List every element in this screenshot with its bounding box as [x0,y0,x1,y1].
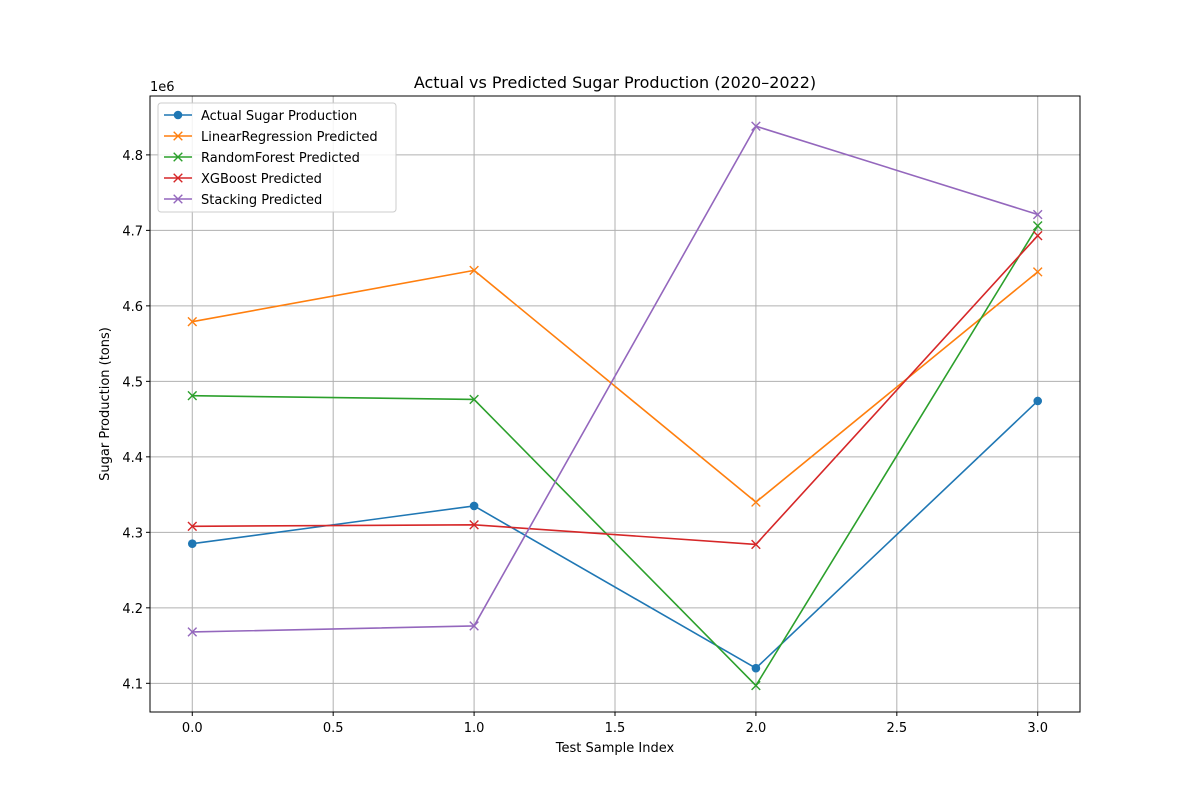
data-point [187,627,198,637]
legend-marker [173,173,183,183]
y-tick-label: 4.3 [122,526,143,541]
legend-label: RandomForest Predicted [201,151,360,166]
data-point [187,521,198,532]
legend-entry: XGBoost Predicted [164,172,322,187]
series-line [192,269,1039,503]
legend-marker [173,131,183,141]
legend-box [157,102,397,213]
y-tick-label: 4.7 [122,224,143,239]
series-3 [187,230,1043,550]
y-tick-label: 4.5 [122,375,143,390]
series-2 [187,221,1043,691]
chart-title: Actual vs Predicted Sugar Production (20… [414,73,816,92]
legend-items: Actual Sugar Production LinearRegression … [164,109,378,208]
data-point [751,663,761,673]
y-offset-label: 1e6 [150,80,175,95]
data-point [1032,221,1043,231]
legend-entry: RandomForest Predicted [164,151,360,166]
series-group [187,121,1043,691]
y-tick-label: 4.4 [122,451,143,466]
y-tick-label: 4.6 [122,300,143,315]
legend-marker [173,194,183,204]
series-line [192,225,1039,687]
legend-marker [173,152,183,162]
data-point [469,265,479,276]
series-1 [187,265,1043,507]
data-point [469,621,479,631]
data-point [1032,267,1043,277]
data-point [751,539,761,550]
y-axis-label: Sugar Production (tons) [98,327,113,481]
data-point [751,121,761,131]
series-line [192,125,1038,633]
x-tick-label: 1.5 [605,721,626,736]
series-line [192,235,1039,546]
x-tick-label: 0.0 [182,721,203,736]
x-tick-label: 3.0 [1027,721,1048,736]
data-point [1032,230,1043,241]
grid [150,96,1080,712]
data-point [751,497,761,507]
legend: Actual Sugar Production LinearRegression … [157,102,397,213]
data-point [187,316,198,327]
data-point [1033,396,1043,406]
legend-entry: Stacking Predicted [164,193,322,208]
legend-label: Actual Sugar Production [201,109,357,124]
data-point [469,394,479,405]
data-point [187,390,198,401]
y-tick-label: 4.8 [122,149,143,164]
legend-label: Stacking Predicted [201,193,322,208]
legend-marker [173,110,183,120]
legend-label: LinearRegression Predicted [201,130,378,145]
data-point [469,501,479,511]
data-point [187,539,197,548]
x-tick-label: 0.5 [323,721,344,736]
legend-entry: Actual Sugar Production [164,109,357,124]
y-tick-label: 4.2 [122,602,143,617]
axis-ticks: 0.0 0.5 1.0 1.5 2.0 2.5 3.0 4.1 4.2 4.3 4.4 4.5 4.6 4… [122,149,1048,736]
series-4 [187,121,1043,637]
x-tick-label: 1.0 [464,721,485,736]
data-point [1032,209,1043,220]
data-point [469,519,479,530]
legend-label: XGBoost Predicted [201,172,322,187]
data-point [751,680,761,691]
x-tick-label: 2.5 [886,721,907,736]
y-tick-label: 4.1 [122,677,143,692]
x-axis-label: Test Sample Index [555,741,675,756]
x-tick-label: 2.0 [746,721,767,736]
legend-entry: LinearRegression Predicted [164,130,378,145]
